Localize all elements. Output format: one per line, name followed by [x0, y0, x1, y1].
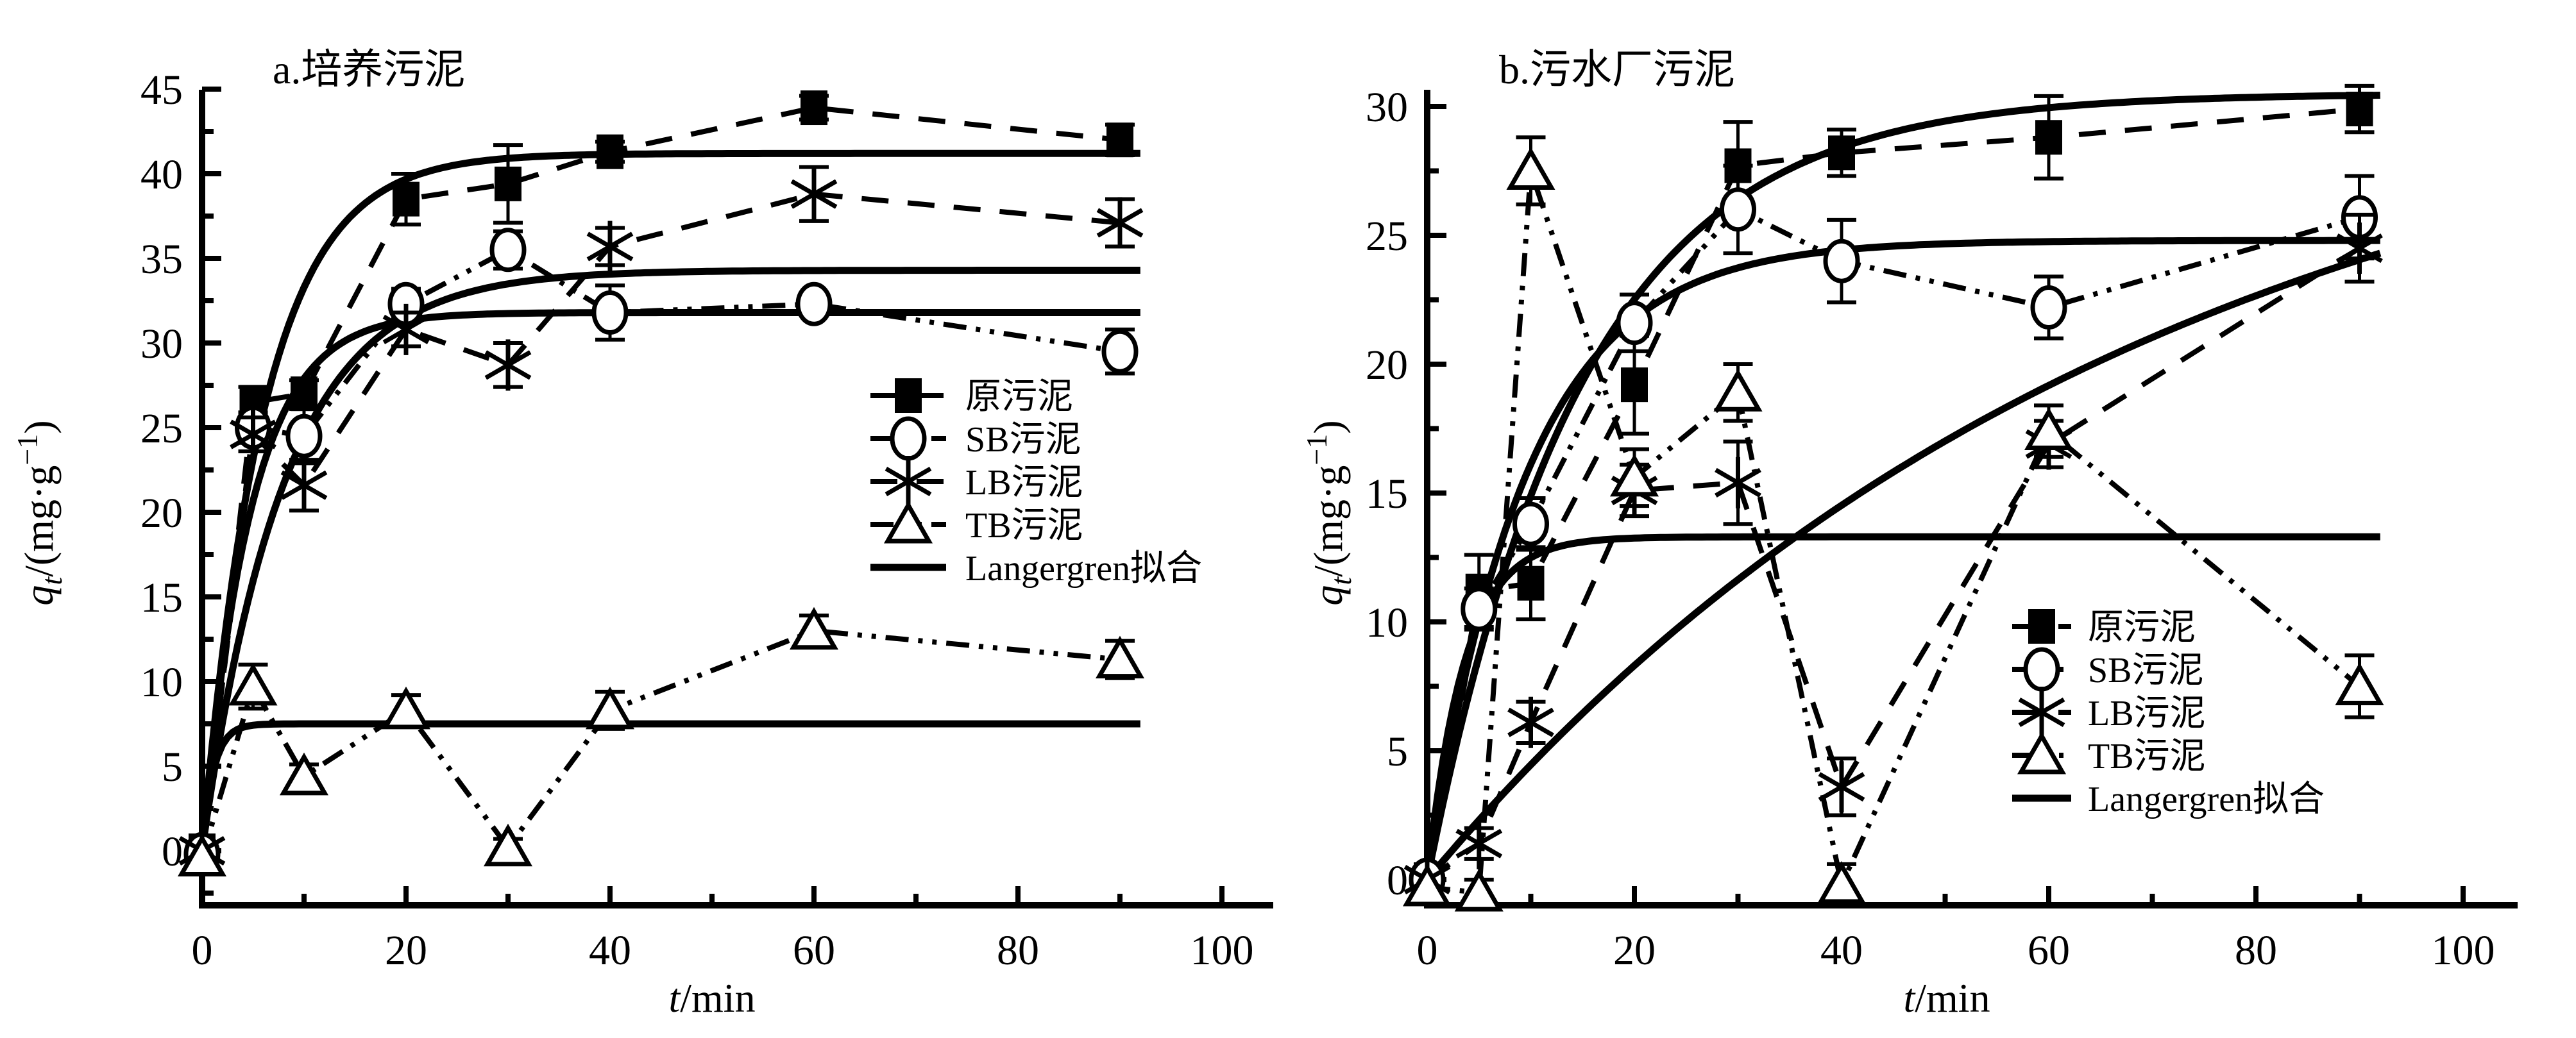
y-tick-label: 25 — [1366, 213, 1408, 260]
panel-a: 0 5 10 15 20 25 30 35 40 45 0 20 40 60 80 100 a.培养污泥 qt/(… — [11, 47, 1273, 1021]
legend-label: LB污泥 — [2088, 694, 2206, 733]
fit-curve-2 — [198, 267, 1140, 851]
y-tick-label: 20 — [1366, 342, 1408, 389]
y-tick-label: 40 — [140, 151, 183, 198]
y-tick-label: 45 — [140, 67, 183, 113]
x-tick-label: 0 — [1417, 927, 1438, 974]
legend-label: TB污泥 — [2088, 737, 2206, 776]
y-tick-label: 0 — [162, 828, 183, 875]
x-tick-label: 40 — [589, 927, 631, 974]
x-tick-label: 100 — [2432, 927, 2495, 974]
series-line-2 — [1425, 246, 2361, 882]
fit-curve-1 — [198, 309, 1140, 851]
series-points-0 — [189, 90, 1135, 868]
series-points-3 — [177, 607, 1145, 877]
x-tick-label: 60 — [2028, 927, 2070, 974]
legend-label: 原污泥 — [965, 377, 1073, 417]
x-tick-label: 0 — [192, 927, 213, 974]
y-tick-label: 10 — [140, 659, 183, 706]
fit-curve-3 — [198, 720, 1140, 851]
fit-curve-0 — [198, 149, 1140, 851]
fit-curves-b — [1423, 92, 2382, 882]
panel-b: 0 5 10 15 20 25 30 0 20 40 60 80 100 b.污水厂污泥 qt/(mg·g−… — [1300, 47, 2518, 1021]
legend-label: TB污泥 — [965, 506, 1083, 546]
fit-curve-2 — [1424, 249, 2382, 882]
legend-label: 原污泥 — [2088, 608, 2196, 648]
y-tick-label: 0 — [1387, 857, 1408, 904]
y-tick-label: 30 — [140, 321, 183, 367]
x-tick-label: 60 — [793, 927, 835, 974]
series-points-2 — [178, 165, 1144, 876]
x-axis-label: t/min — [1903, 975, 1990, 1021]
series-line-3 — [1427, 170, 2362, 896]
legend-label: LB污泥 — [965, 463, 1083, 503]
y-axis-label: qt/(mg·g−1) — [1300, 420, 1357, 605]
y-tick-label: 15 — [1366, 471, 1408, 517]
legend-label: SB污泥 — [965, 420, 1081, 460]
y-tick-label: 35 — [140, 236, 183, 283]
series-points-3 — [1402, 135, 2384, 912]
fit-curve-3 — [1423, 533, 2380, 880]
legend-label: SB污泥 — [2088, 651, 2204, 691]
x-tick-label: 20 — [385, 927, 427, 974]
x-tick-label: 80 — [2235, 927, 2277, 974]
panel-title-b: b.污水厂污泥 — [1499, 47, 1735, 92]
legend-label: Langergren拟合 — [2088, 780, 2325, 819]
legend-label: Langergren拟合 — [965, 549, 1202, 589]
y-tick-label: 5 — [1387, 728, 1408, 775]
x-tick-label: 80 — [997, 927, 1039, 974]
x-axis-label: t/min — [668, 975, 755, 1021]
fit-curve-0 — [1423, 92, 2380, 881]
x-tick-label: 20 — [1613, 927, 1656, 974]
x-tick-label: 40 — [1820, 927, 1863, 974]
fit-curves-a — [198, 149, 1140, 851]
panel-title-a: a.培养污泥 — [273, 47, 465, 92]
y-tick-label: 25 — [140, 405, 183, 452]
y-tick-label: 15 — [140, 574, 183, 621]
x-tick-label: 100 — [1191, 927, 1254, 974]
fit-curve-1 — [1423, 237, 2380, 880]
axes-a: 0 5 10 15 20 25 30 35 40 45 0 20 40 60 80 100 — [140, 67, 1273, 974]
y-tick-label: 5 — [162, 744, 183, 791]
y-tick-label: 20 — [140, 490, 183, 537]
y-axis-label: qt/(mg·g−1) — [11, 420, 68, 605]
y-tick-label: 10 — [1366, 599, 1408, 646]
y-tick-label: 30 — [1366, 84, 1408, 131]
